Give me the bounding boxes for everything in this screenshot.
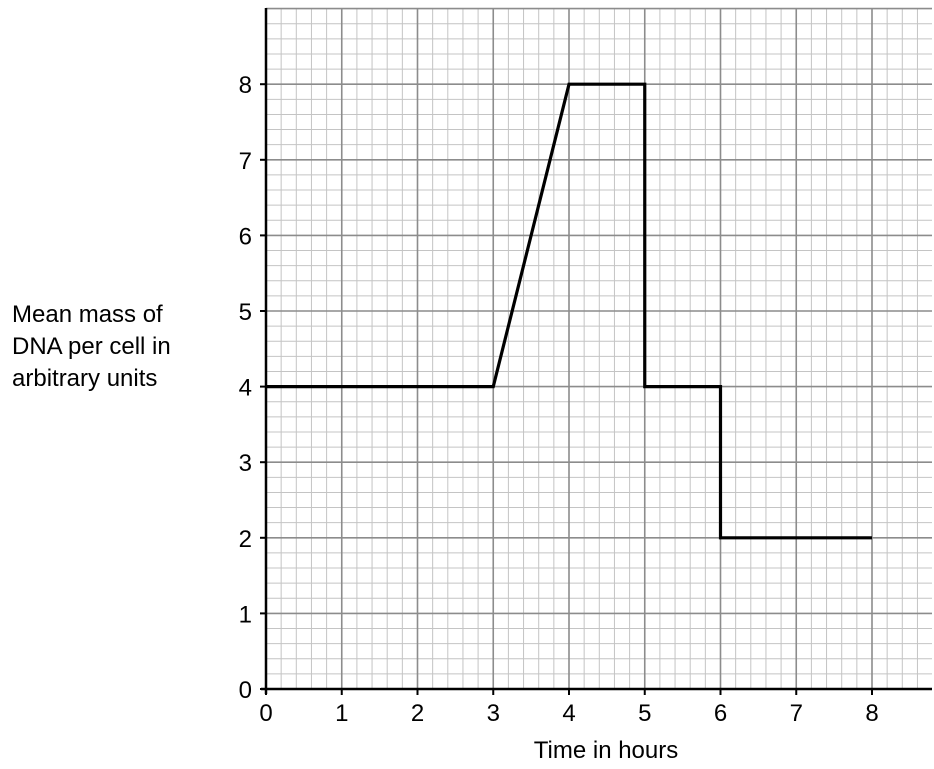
x-tick-label: 4	[562, 700, 575, 727]
x-axis-label: Time in hours	[534, 737, 679, 764]
x-tick-label: 8	[865, 700, 878, 727]
y-tick-label: 6	[239, 223, 252, 250]
y-tick-label: 7	[239, 148, 252, 175]
y-axis-label-line-1: Mean mass of	[12, 301, 163, 328]
y-tick-label: 1	[239, 601, 252, 628]
x-tick-label: 5	[638, 700, 651, 727]
x-tick-label: 0	[259, 700, 272, 727]
y-axis-label: Mean mass of DNA per cell in arbitrary u…	[12, 301, 171, 392]
x-tick-label: 7	[790, 700, 803, 727]
series-line	[266, 82, 872, 540]
x-tick-label: 1	[335, 700, 348, 727]
minor-grid	[266, 8, 932, 689]
y-tick-label: 8	[239, 72, 252, 99]
major-grid	[266, 7, 932, 689]
y-axis-label-line-3: arbitrary units	[12, 365, 157, 392]
y-tick-labels: 0 1 2 3 4 5 6 7 8	[239, 72, 252, 704]
y-tick-label: 5	[239, 299, 252, 326]
x-tick-label: 6	[714, 700, 727, 727]
y-tick-label: 0	[239, 677, 252, 704]
series-group	[266, 82, 872, 540]
y-tick-label: 2	[239, 526, 252, 553]
axes	[260, 8, 932, 695]
y-tick-label: 4	[239, 375, 252, 402]
x-tick-label: 2	[411, 700, 424, 727]
y-axis-label-line-2: DNA per cell in	[12, 333, 171, 360]
x-tick-label: 3	[487, 700, 500, 727]
y-tick-label: 3	[239, 450, 252, 477]
x-tick-labels: 0 1 2 3 4 5 6 7 8	[259, 700, 878, 727]
